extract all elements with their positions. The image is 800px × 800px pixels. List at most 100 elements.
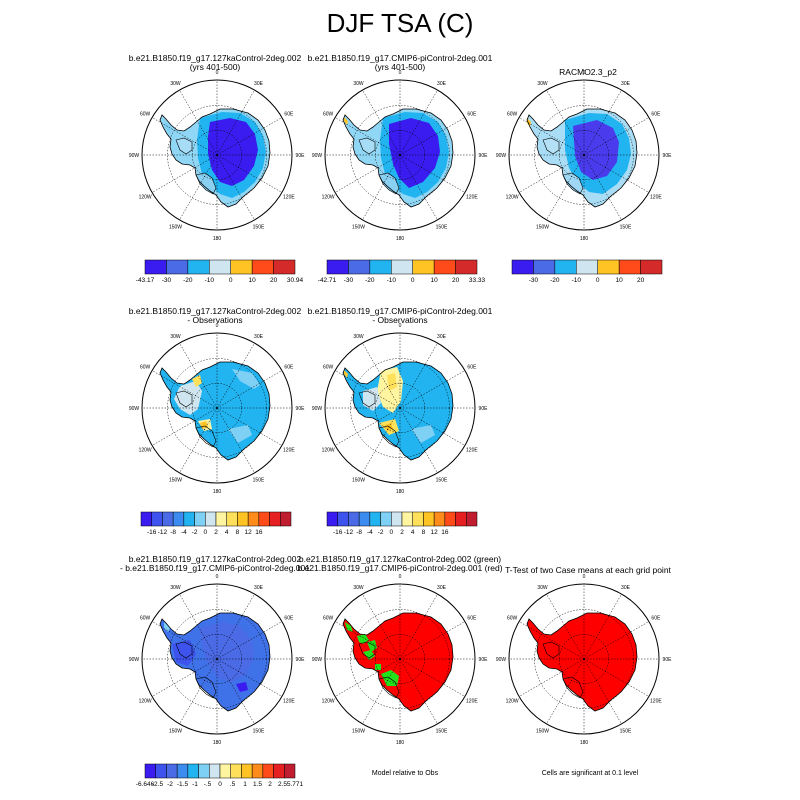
longitude-label: 150E: [436, 478, 448, 484]
longitude-label: 0: [216, 574, 219, 580]
longitude-label: 30W: [170, 334, 181, 340]
meridian-7: [546, 658, 585, 725]
meridian-11: [179, 342, 218, 409]
colorbar-label: 4: [225, 529, 229, 536]
panel-1-title: b.e21.B1850.f19_g17.127kaControl-2deg.00…: [105, 54, 325, 72]
meridian-1: [216, 593, 255, 660]
colorbar-box: [230, 763, 242, 779]
longitude-label: 90E: [479, 153, 489, 159]
colorbar-box: [533, 259, 556, 275]
figure-title: DJF TSA (C): [326, 8, 474, 38]
longitude-label: 90E: [663, 657, 673, 663]
meridian-4: [583, 658, 650, 697]
panel-1-title-line2: (yrs 401-500): [189, 62, 241, 72]
colorbar-box: [183, 511, 195, 527]
longitude-label: 30E: [437, 81, 447, 87]
panel-5-title-line1: b.e21.B1850.f19_g17.CMIP6-piControl-2deg…: [307, 306, 493, 316]
panel-3-title-line1: RACMO2.3_p2: [559, 67, 617, 77]
meridian-5: [399, 658, 438, 725]
colorbar-label: 8: [236, 529, 240, 536]
longitude-label: 180: [580, 236, 589, 242]
meridian-11: [546, 89, 585, 156]
longitude-label: 60E: [284, 111, 294, 117]
colorbar-label: -2: [378, 529, 384, 536]
colorbar-panel-1: -43.17 -30 -20 -10 0 10 20 30.94: [136, 259, 304, 284]
map-frame: [324, 79, 476, 231]
meridian-7: [362, 407, 401, 474]
colorbar-box: [162, 511, 174, 527]
colorbar-panel-3: -30 -20 -10 0 10 20: [511, 259, 663, 284]
ronne-ice-shelf: [175, 137, 193, 155]
colorbar-label: -8: [170, 529, 176, 536]
colorbar-label: 0: [203, 529, 207, 536]
map-frame: [141, 79, 293, 231]
longitude-label: 0: [216, 323, 219, 329]
longitude-label: 180: [396, 489, 405, 495]
colorbar-label: 0: [596, 277, 600, 284]
longitude-label: 120E: [650, 698, 662, 704]
panel-2-title: b.e21.B1850.f19_g17.CMIP6-piControl-2deg…: [290, 54, 510, 72]
meridian-5: [583, 658, 622, 725]
longitude-label: 180: [213, 236, 222, 242]
meridian-8: [151, 154, 218, 193]
longitude-label: 90W: [312, 406, 323, 412]
meridian-11: [362, 342, 401, 409]
colorbar-label: 33.33: [469, 277, 486, 284]
longitude-label: 30W: [537, 81, 548, 87]
longitude-label: 120W: [506, 194, 519, 200]
longitude-label: 180: [213, 740, 222, 746]
meridian-11: [546, 593, 585, 660]
longitude-label: 120E: [283, 447, 295, 453]
meridian-2: [399, 621, 466, 660]
meridian-7: [362, 658, 401, 725]
longitude-label: 60W: [140, 111, 151, 117]
longitude-label: 30E: [254, 334, 264, 340]
meridian-8: [518, 154, 585, 193]
panel-1-title-line1: b.e21.B1850.f19_g17.127kaControl-2deg.00…: [128, 53, 302, 63]
map-region-3: [379, 173, 399, 194]
map-region-1: [174, 381, 202, 415]
colorbar-box: [337, 511, 349, 527]
colorbar-panel-6: -6.646-2.5 -2 -1.5 -1 -.5 0 .5 1 1.5 2 2.5 5.771: [136, 763, 304, 788]
colorbar-label: -2.5: [152, 781, 164, 788]
colorbar-box: [455, 511, 467, 527]
longitude-label: 120W: [322, 698, 335, 704]
colorbar-box: [251, 259, 274, 275]
longitude-label: 150W: [169, 729, 182, 735]
ronne-ice-shelf: [175, 390, 193, 408]
panel-2-title-line2: (yrs 401-500): [374, 62, 426, 72]
longitude-label: 150W: [536, 225, 549, 231]
colorbar-box: [401, 511, 413, 527]
longitude-label: 180: [396, 236, 405, 242]
longitude-label: 30E: [437, 585, 447, 591]
map-region-4: [363, 650, 375, 660]
colorbar-box: [247, 511, 260, 527]
colorbar-box: [176, 763, 189, 779]
colorbar-label: 0: [389, 529, 393, 536]
colorbar-label: 0: [411, 277, 415, 284]
ronne-ice-shelf: [358, 641, 376, 659]
longitude-label: 60W: [323, 615, 334, 621]
meridian-5: [216, 407, 255, 474]
colorbar-label: 2: [400, 529, 404, 536]
longitude-label: 60E: [467, 615, 477, 621]
meridian-10: [518, 621, 585, 660]
colorbar-box: [380, 511, 392, 527]
colorbar-label: 5.771: [287, 781, 304, 788]
colorbar-label: -1.5: [177, 781, 189, 788]
colorbar-label: -10: [572, 277, 582, 284]
longitude-label: 150W: [352, 478, 365, 484]
longitude-label: 60W: [507, 111, 518, 117]
colorbar-box: [166, 763, 178, 779]
longitude-label: 60W: [140, 364, 151, 370]
map-region-3: [363, 387, 381, 411]
meridian-2: [216, 621, 283, 660]
colorbar-label: -1: [192, 781, 198, 788]
colorbar-label: -6.646: [136, 781, 155, 788]
meridian-11: [179, 593, 218, 660]
longitude-label: 120W: [139, 194, 152, 200]
longitude-label: 90E: [296, 153, 306, 159]
ronne-ice-shelf: [542, 137, 560, 155]
colorbar-label: -30: [344, 277, 354, 284]
longitude-label: 60W: [140, 615, 151, 621]
